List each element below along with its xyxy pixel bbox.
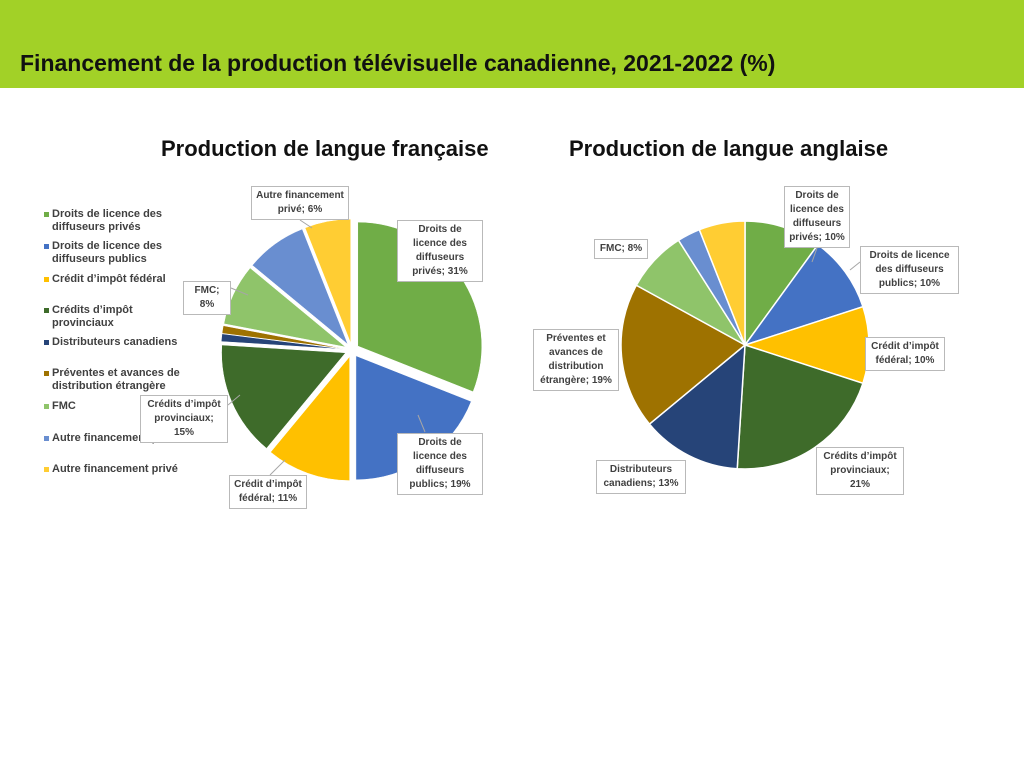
- legend-label: Crédits d’impôt provinciaux: [52, 304, 133, 329]
- pie-fr-slice-preventes: [221, 325, 346, 350]
- callout-fr-prives: Droits de licence des diffuseurs privés;…: [397, 220, 483, 282]
- callout-en-publics: Droits de licence des diffuseurs publics…: [860, 246, 959, 294]
- callout-leader-line: [417, 414, 426, 433]
- legend-label: Autre financement privé: [52, 463, 178, 475]
- pie-en-slice-preventes: [620, 284, 747, 426]
- legend-swatch: [44, 404, 49, 409]
- callout-leader-line: [849, 261, 861, 271]
- callout-leader-line: [269, 459, 286, 476]
- callout-en-provinciaux: Crédits d’impôt provinciaux; 21%: [816, 447, 904, 495]
- callout-en-preventes: Préventes et avances de distribution étr…: [533, 329, 619, 391]
- legend-swatch: [44, 212, 49, 217]
- callout-leader-line: [299, 219, 313, 229]
- legend-swatch: [44, 436, 49, 441]
- callout-leader-line: [811, 247, 818, 263]
- callout-fr-federal: Crédit d’impôt fédéral; 11%: [229, 475, 307, 509]
- legend-label: Distributeurs canadiens: [52, 336, 178, 348]
- chart-title-french: Production de langue française: [161, 136, 489, 161]
- pie-chart-english: [620, 220, 870, 470]
- legend-label: Droits de licence des diffuseurs privés: [52, 208, 163, 233]
- pie-en-slice-autre-prive: [698, 220, 746, 346]
- page-title: Financement de la production télévisuell…: [20, 50, 776, 76]
- callout-fr-fmc: FMC; 8%: [183, 281, 231, 315]
- pie-fr-slice-distributeurs: [221, 333, 346, 350]
- legend-swatch: [44, 277, 49, 282]
- legend-label: Droits de licence des diffuseurs publics: [52, 240, 163, 265]
- chart-title-english: Production de langue anglaise: [569, 136, 889, 161]
- pie-en-slice-provinciaux: [736, 343, 864, 470]
- callout-en-prives: Droits de licence des diffuseurs privés;…: [784, 186, 850, 248]
- pie-fr-slice-autre-public: [251, 228, 349, 345]
- legend-swatch: [44, 340, 49, 345]
- callout-en-fmc: FMC; 8%: [594, 239, 648, 259]
- legend-swatch: [44, 467, 49, 472]
- pie-fr-slice-autre-prive: [304, 218, 351, 344]
- callout-en-federal: Crédit d’impôt fédéral; 10%: [865, 337, 945, 371]
- callout-fr-provinciaux: Crédits d’impôt provinciaux; 15%: [140, 395, 228, 443]
- callout-fr-publics: Droits de licence des diffuseurs publics…: [397, 433, 483, 495]
- legend-swatch: [44, 308, 49, 313]
- pie-en-slice-distributeurs: [648, 343, 746, 470]
- header-bar: Financement de la production télévisuell…: [0, 0, 1024, 88]
- legend-label: Crédit d’impôt fédéral: [52, 273, 166, 285]
- callout-en-distributeurs: Distributeurs canadiens; 13%: [596, 460, 686, 494]
- callout-leader-line: [227, 394, 241, 406]
- legend-swatch: [44, 244, 49, 249]
- pie-fr-slice-federal: [270, 355, 350, 481]
- callout-leader-line: [230, 287, 249, 296]
- callout-fr-autre-prive: Autre financement privé; 6%: [251, 186, 349, 220]
- pie-fr-slice-fmc: [223, 267, 346, 348]
- legend-label: Préventes et avances de distribution étr…: [52, 367, 180, 392]
- legend-swatch: [44, 371, 49, 376]
- legend-label: FMC: [52, 400, 76, 412]
